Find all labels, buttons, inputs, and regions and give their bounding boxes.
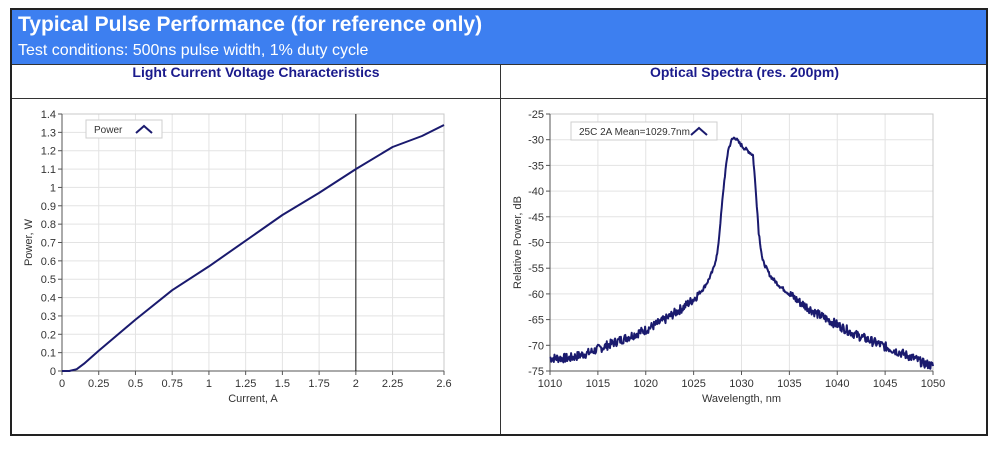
x-tick-label: 2.25 bbox=[382, 378, 403, 390]
legend-swatch bbox=[690, 126, 708, 136]
y-tick-label: 0 bbox=[50, 366, 56, 378]
x-axis-label: Current, A bbox=[228, 393, 278, 405]
y-tick-label: 0.9 bbox=[41, 201, 56, 213]
x-tick-label: 1015 bbox=[586, 378, 610, 390]
header-banner: Typical Pulse Performance (for reference… bbox=[12, 10, 986, 64]
legend-box bbox=[85, 119, 163, 139]
y-tick-label: 0.1 bbox=[41, 348, 56, 360]
y-tick-label: -45 bbox=[528, 212, 544, 224]
legend-box bbox=[570, 121, 718, 141]
x-tick-label: 1045 bbox=[873, 378, 897, 390]
y-tick-label: 1.4 bbox=[41, 109, 56, 121]
chart-1-title: Light Current Voltage Characteristics bbox=[132, 64, 380, 80]
page-title: Typical Pulse Performance (for reference… bbox=[18, 13, 483, 36]
legend-label: 25C 2A Mean=1029.7nm bbox=[579, 127, 690, 138]
y-tick-label: 1.1 bbox=[41, 164, 56, 176]
x-tick-label: 1.25 bbox=[235, 378, 256, 390]
y-tick-label: 0.6 bbox=[41, 256, 56, 268]
series-line bbox=[549, 136, 934, 370]
y-tick-label: 1.3 bbox=[41, 127, 56, 139]
divider-titles bbox=[12, 98, 986, 99]
x-axis-label: Wavelength, nm bbox=[702, 393, 781, 405]
y-tick-label: -70 bbox=[528, 340, 544, 352]
x-tick-label: 1010 bbox=[538, 378, 562, 390]
y-tick-label: -25 bbox=[528, 109, 544, 121]
x-tick-label: 1.5 bbox=[275, 378, 290, 390]
x-tick-label: 1035 bbox=[777, 378, 801, 390]
y-tick-label: -65 bbox=[528, 315, 544, 327]
x-tick-label: 2.6 bbox=[436, 378, 451, 390]
y-tick-label: -75 bbox=[528, 366, 544, 378]
y-tick-label: -60 bbox=[528, 289, 544, 301]
x-tick-label: 1050 bbox=[921, 378, 945, 390]
x-tick-label: 1025 bbox=[681, 378, 705, 390]
y-tick-label: 0.5 bbox=[41, 274, 56, 286]
y-tick-label: -55 bbox=[528, 263, 544, 275]
y-tick-label: 1 bbox=[50, 182, 56, 194]
series-line bbox=[62, 124, 445, 372]
chart-2-title: Optical Spectra (res. 200pm) bbox=[649, 64, 840, 80]
y-tick-label: -40 bbox=[528, 186, 544, 198]
x-tick-label: 0.25 bbox=[88, 378, 109, 390]
page-subtitle: Test conditions: 500ns pulse width, 1% d… bbox=[18, 42, 369, 59]
x-tick-label: 0 bbox=[59, 378, 65, 390]
y-tick-label: 0.8 bbox=[41, 219, 56, 231]
x-tick-label: 2 bbox=[353, 378, 359, 390]
x-tick-label: 0.75 bbox=[161, 378, 182, 390]
lci-chart: 0 0.25 0.5 0.75 1 1.25 1.5 1.75 2 2.25 2.6 0 0.1 0.2 0… bbox=[23, 109, 452, 405]
y-tick-label: 1.2 bbox=[41, 146, 56, 158]
y-tick-label: -50 bbox=[528, 238, 544, 250]
x-tick-label: 1040 bbox=[825, 378, 849, 390]
legend-swatch bbox=[135, 124, 153, 134]
figure-frame: Typical Pulse Performance (for reference… bbox=[10, 8, 988, 436]
y-tick-label: 0.7 bbox=[41, 238, 56, 250]
y-tick-label: -30 bbox=[528, 135, 544, 147]
x-tick-label: 1 bbox=[206, 378, 212, 390]
divider-top bbox=[12, 64, 986, 65]
legend-label: Power bbox=[94, 125, 123, 136]
x-tick-label: 1030 bbox=[729, 378, 753, 390]
y-tick-label: 0.3 bbox=[41, 311, 56, 323]
x-tick-label: 1020 bbox=[634, 378, 658, 390]
spectrum-chart: 1010 1015 1020 1025 1030 1035 1040 1045 1050 -25 -… bbox=[512, 109, 945, 405]
y-axis-label: Relative Power, dB bbox=[512, 196, 524, 289]
x-tick-label: 1.75 bbox=[308, 378, 329, 390]
y-tick-label: -35 bbox=[528, 160, 544, 172]
y-tick-label: 0.4 bbox=[41, 293, 56, 305]
divider-center bbox=[500, 64, 501, 434]
y-tick-label: 0.2 bbox=[41, 329, 56, 341]
y-axis-label: Power, W bbox=[23, 218, 35, 266]
x-tick-label: 0.5 bbox=[128, 378, 143, 390]
